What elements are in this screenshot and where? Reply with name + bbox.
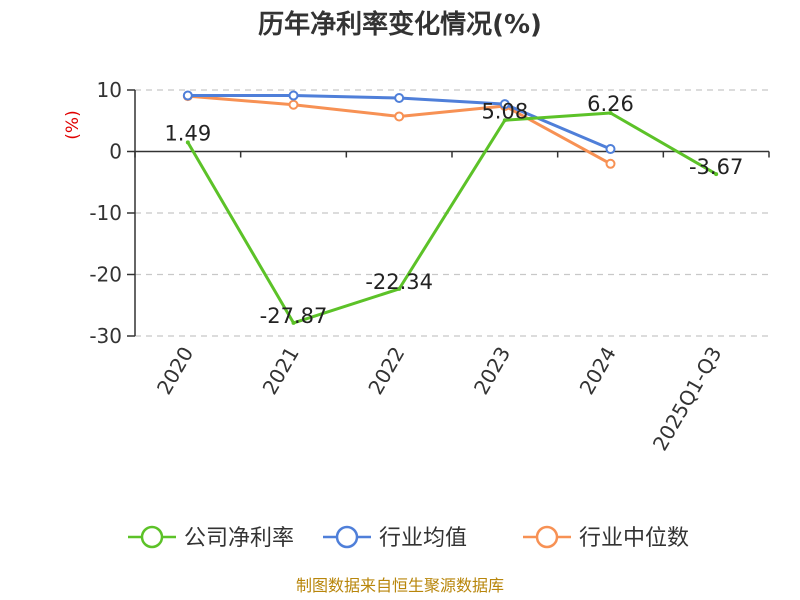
y-tick-label: 10 bbox=[97, 78, 122, 102]
y-tick-label: -20 bbox=[89, 263, 122, 287]
legend-marker-icon bbox=[335, 525, 359, 549]
legend-item[interactable]: 公司净利率 bbox=[128, 525, 294, 551]
y-axis-unit: (%) bbox=[63, 110, 83, 139]
data-point bbox=[185, 140, 190, 145]
data-point bbox=[605, 144, 616, 155]
data-label: 5.08 bbox=[481, 99, 528, 123]
gridlines bbox=[135, 89, 769, 337]
data-point bbox=[499, 99, 510, 110]
legend-marker-icon bbox=[535, 525, 559, 549]
x-tick-label: 2020 bbox=[152, 343, 198, 399]
series-line bbox=[187, 94, 612, 151]
series-0 bbox=[185, 111, 719, 325]
legend-label: 公司净利率 bbox=[184, 526, 294, 551]
data-label: 1.49 bbox=[164, 121, 211, 145]
series-line bbox=[186, 111, 717, 325]
x-tick-label: 2022 bbox=[363, 343, 409, 399]
x-tick-label: 2023 bbox=[469, 343, 515, 399]
x-axis-ticks: 2020 2021 2022 2023 2024 2025Q1-Q3 bbox=[134, 151, 770, 455]
data-point bbox=[288, 90, 299, 101]
data-point bbox=[502, 118, 507, 123]
data-labels: 1.49 -27.87 -22.34 5.08 6.26 -3.67 bbox=[164, 92, 743, 328]
data-point bbox=[397, 286, 402, 291]
data-point bbox=[608, 111, 613, 116]
data-point bbox=[394, 111, 405, 122]
y-tick-label: 0 bbox=[109, 140, 122, 164]
chart-title: 历年净利率变化情况(%) bbox=[258, 9, 542, 40]
legend-item[interactable]: 行业中位数 bbox=[523, 525, 689, 551]
y-tick-label: -10 bbox=[89, 201, 122, 225]
data-label: -3.67 bbox=[689, 155, 743, 179]
series-lines bbox=[182, 90, 719, 325]
data-point bbox=[291, 320, 296, 325]
legend[interactable]: 公司净利率 行业均值 行业中位数 bbox=[128, 525, 689, 551]
data-point bbox=[182, 90, 193, 101]
data-point bbox=[394, 92, 405, 103]
legend-item[interactable]: 行业均值 bbox=[323, 525, 467, 551]
x-tick-label: 2024 bbox=[575, 343, 621, 399]
y-tick-label: -30 bbox=[89, 324, 122, 348]
data-point bbox=[288, 99, 299, 110]
y-axis-ticks: 10 0 -10 -20 -30 bbox=[89, 78, 135, 348]
x-tick-label: 2021 bbox=[258, 343, 304, 399]
series-2 bbox=[182, 91, 616, 169]
data-label: 6.26 bbox=[587, 92, 634, 116]
x-tick-label: 2025Q1-Q3 bbox=[648, 343, 727, 455]
data-source-note: 制图数据来自恒生聚源数据库 bbox=[296, 576, 504, 595]
data-label: -22.34 bbox=[365, 270, 433, 294]
legend-marker-icon bbox=[140, 525, 164, 549]
legend-label: 行业均值 bbox=[379, 526, 467, 551]
data-point bbox=[714, 172, 719, 177]
data-label: -27.87 bbox=[260, 304, 328, 328]
legend-label: 行业中位数 bbox=[579, 526, 689, 551]
series-line bbox=[187, 94, 612, 166]
data-point bbox=[605, 158, 616, 169]
